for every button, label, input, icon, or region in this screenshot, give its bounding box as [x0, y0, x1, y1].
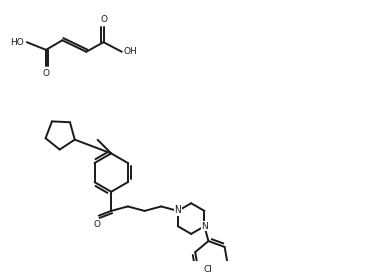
Text: N: N [174, 206, 181, 215]
Text: O: O [43, 69, 49, 78]
Text: N: N [174, 205, 181, 214]
Text: HO: HO [10, 38, 24, 47]
Text: OH: OH [124, 47, 137, 56]
Text: O: O [100, 15, 107, 24]
Text: Cl: Cl [204, 265, 213, 272]
Text: O: O [93, 220, 100, 228]
Text: N: N [201, 222, 208, 231]
